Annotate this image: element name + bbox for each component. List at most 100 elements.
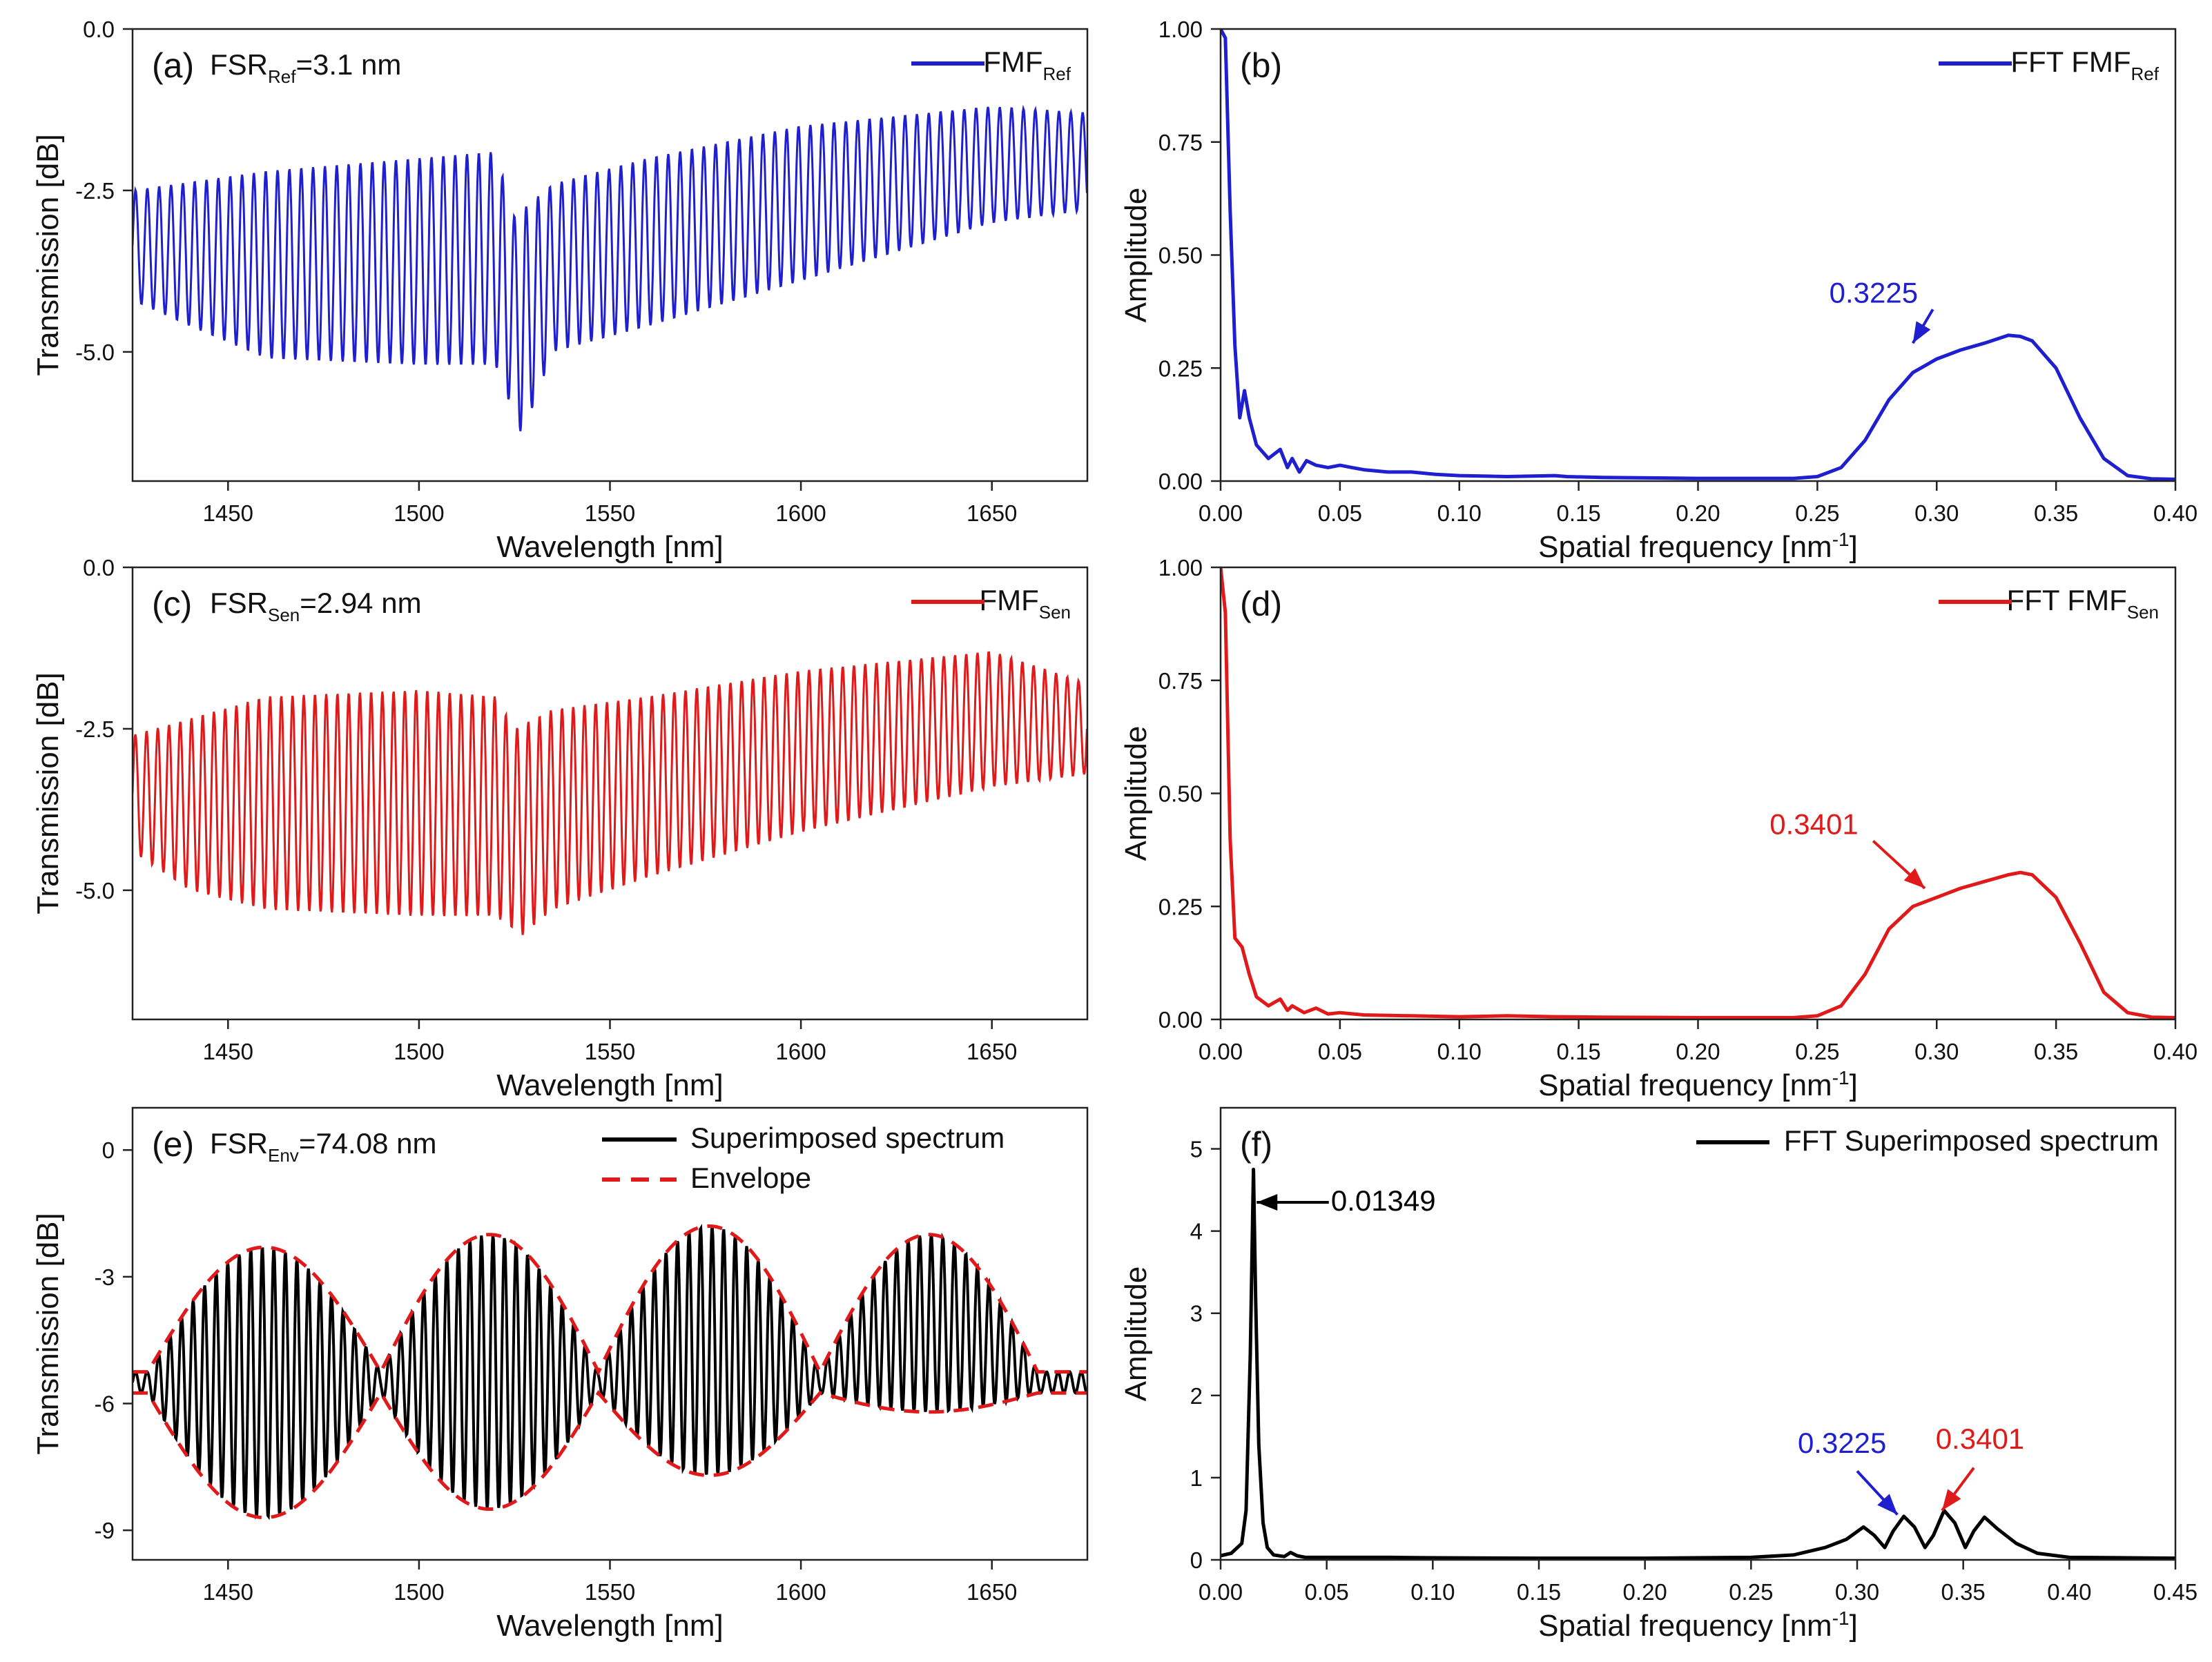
panel-label: (d) [1240,585,1282,623]
x-tick-label: 0.35 [2034,1039,2078,1064]
x-tick-label: 1550 [585,1039,635,1064]
plot-area [1221,567,2175,1019]
y-tick-label: 0.75 [1158,668,1203,694]
y-tick-label: 0 [102,1137,115,1163]
series-line [133,651,1087,935]
x-tick-label: 0.40 [2153,1039,2198,1064]
x-tick-label: 0.30 [1914,1039,1959,1064]
y-tick-label: -6 [95,1391,115,1417]
legend-label: FFT Superimposed spectrum [1784,1124,2159,1157]
x-tick-label: 1650 [967,500,1017,526]
superimposed-spectrum-line [133,1224,1087,1521]
plot-frame [1219,566,2177,1021]
x-tick-label: 0.15 [1517,1579,1561,1605]
plot-frame [1219,28,2177,482]
x-tick-label: 0.15 [1557,500,1601,526]
plot-area [133,1224,1087,1521]
x-axis-title: Spatial frequency [nm-1] [1538,529,1858,564]
y-tick-label: 0.00 [1158,1007,1203,1033]
x-axis-title: Spatial frequency [nm-1] [1538,1067,1858,1102]
series-line [1221,567,2175,1019]
x-tick-label: 1650 [967,1579,1017,1605]
panel-label: (b) [1240,46,1282,85]
x-tick-label: 0.20 [1676,1039,1720,1064]
y-tick-label: 0.25 [1158,355,1203,381]
x-tick-label: 0.45 [2153,1579,2198,1605]
plot-area [1221,29,2175,481]
x-axis-title: Wavelength [nm] [496,1609,724,1643]
y-tick-label: -3 [95,1264,115,1290]
panel-label: (e) [152,1125,194,1164]
x-tick-label: 1450 [203,1579,253,1605]
fsr-label: FSRSen=2.94 nm [210,587,422,625]
annotation-arrow-head [1257,1193,1278,1211]
y-axis-title: Transmission [dB] [31,134,65,375]
y-tick-label: -5.0 [75,340,115,365]
x-tick-label: 0.25 [1795,1039,1839,1064]
legend-label: FMFSen [979,584,1071,623]
annotation-arrow-head [1912,321,1931,344]
x-tick-label: 0.15 [1557,1039,1601,1064]
annotation-label: 0.3401 [1769,808,1858,840]
y-tick-label: 0.0 [83,555,115,580]
x-tick-label: 0.05 [1305,1579,1349,1605]
panel-label: (a) [152,46,194,85]
y-axis-title: Transmission [dB] [31,1213,65,1454]
y-axis-title: Transmission [dB] [31,672,65,914]
x-axis-title: Spatial frequency [nm-1] [1538,1607,1858,1643]
y-tick-label: 4 [1190,1219,1203,1244]
x-tick-label: 0.25 [1795,500,1839,526]
y-tick-label: -9 [95,1518,115,1543]
y-tick-label: 3 [1190,1301,1203,1327]
x-axis-title: Wavelength [nm] [496,530,724,564]
x-tick-label: 0.30 [1914,500,1959,526]
fsr-label: FSREnv=74.08 nm [210,1127,436,1166]
y-tick-label: 1.00 [1158,17,1203,42]
y-tick-label: 0.75 [1158,130,1203,155]
panel-e: 1450 1500 1550 1600 1650 0 -3 -6 -9 Wavelength [n… [31,1106,1089,1643]
panel-label: (f) [1240,1125,1272,1164]
y-tick-label: 0 [1190,1547,1203,1573]
fsr-label: FSRRef=3.1 nm [210,48,401,87]
y-tick-label: 5 [1190,1137,1203,1162]
annotation-label: 0.3401 [1936,1423,2024,1455]
panel-c: 1450 1500 1550 1600 1650 0.0 -2.5 -5.0 Wavelengt… [31,555,1089,1102]
legend-label: FFT FMFRef [2010,46,2159,84]
x-tick-label: 0.10 [1437,1039,1482,1064]
y-tick-label: -2.5 [75,178,115,204]
x-tick-label: 1550 [585,1579,635,1605]
x-tick-label: 0.30 [1835,1579,1879,1605]
series-line [133,104,1087,431]
y-tick-label: 1 [1190,1465,1203,1491]
x-tick-label: 1550 [585,500,635,526]
x-tick-label: 0.20 [1623,1579,1667,1605]
series-line [1221,29,2175,481]
legend-label: FMFRef [983,46,1071,84]
y-tick-label: 0.25 [1158,894,1203,919]
y-tick-label: 1.00 [1158,555,1203,580]
annotation-arrow-head [1877,1494,1898,1515]
x-tick-label: 1600 [775,1579,826,1605]
annotation-label: 0.3225 [1830,276,1918,309]
annotation-arrow-head [1941,1489,1961,1511]
x-tick-label: 0.20 [1676,500,1720,526]
annotation-arrow-head [1903,868,1925,889]
x-tick-label: 0.00 [1199,1579,1243,1605]
x-axis-title: Wavelength [nm] [496,1068,724,1102]
y-tick-label: 0.0 [83,17,115,42]
x-tick-label: 0.35 [1941,1579,1986,1605]
x-tick-label: 0.25 [1729,1579,1773,1605]
y-tick-label: 0.50 [1158,243,1203,268]
y-tick-label: 0.00 [1158,469,1203,494]
x-tick-label: 0.40 [2153,500,2198,526]
x-tick-label: 0.05 [1318,1039,1362,1064]
plot-area [133,651,1087,935]
panel-d: 0.00 0.05 0.10 0.15 0.20 0.25 0.30 0.35 0.40 0.00… [1119,555,2198,1102]
x-tick-label: 0.00 [1199,500,1243,526]
y-axis-title: Amplitude [1119,726,1153,861]
plot-area [133,104,1087,431]
y-tick-label: -5.0 [75,878,115,903]
x-tick-label: 0.40 [2047,1579,2091,1605]
plot-frame [1219,1106,2177,1561]
